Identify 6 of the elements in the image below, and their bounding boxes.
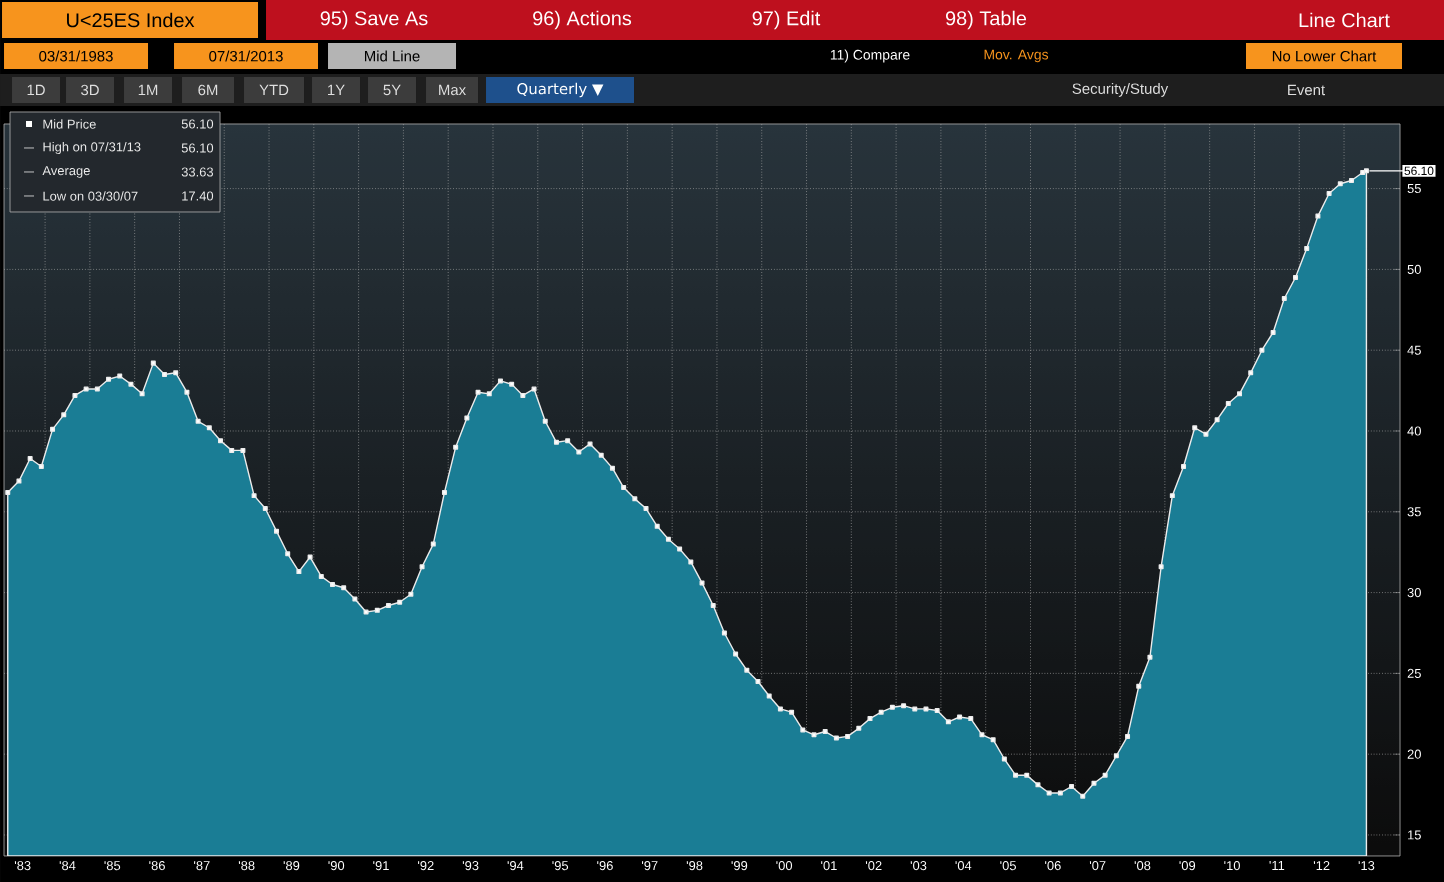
text: 96) Actions xyxy=(533,10,632,30)
text: 97) Edit xyxy=(752,10,821,30)
text: 98) Table xyxy=(945,10,1027,30)
text: 95) Save As xyxy=(320,10,428,30)
chart-title: U<25ES Index xyxy=(67,12,195,28)
text: Line Chart xyxy=(1299,12,1390,28)
